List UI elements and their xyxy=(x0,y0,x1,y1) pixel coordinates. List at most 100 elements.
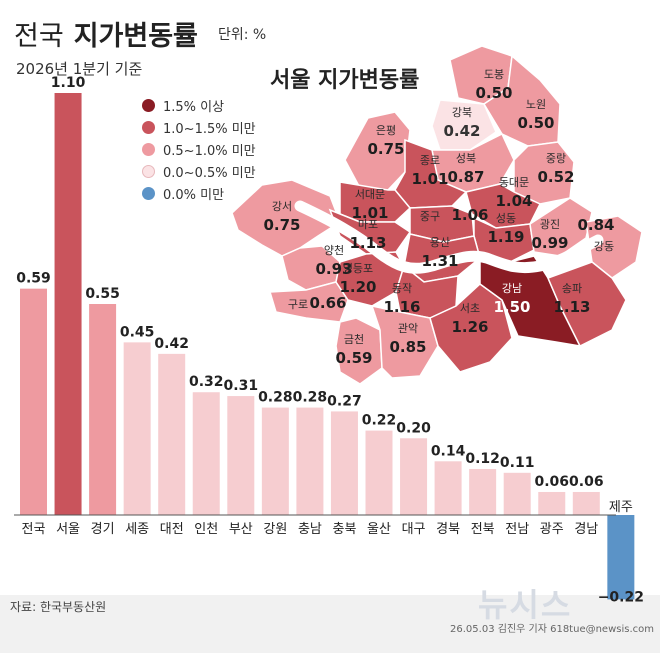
legend-swatch xyxy=(142,120,155,134)
category-label: 인천 xyxy=(194,522,218,537)
district-name: 동작 xyxy=(392,282,412,295)
category-label: 전북 xyxy=(471,522,495,537)
district-name: 구로 xyxy=(288,298,308,311)
page-title: 전국 지가변동률 xyxy=(14,14,198,53)
legend-item: 0.0~0.5% 미만 xyxy=(142,160,256,182)
category-label: 전남 xyxy=(505,522,529,537)
value-label: 1.10 xyxy=(51,75,86,91)
han-river xyxy=(294,200,604,274)
district-name: 서초 xyxy=(460,302,480,315)
district-value: 0.75 xyxy=(367,140,404,158)
district-shape-mapo xyxy=(328,208,412,255)
value-label: 0.32 xyxy=(189,374,224,390)
category-label: 경기 xyxy=(91,522,115,537)
district-name: 은평 xyxy=(376,124,396,137)
district-shape-guro xyxy=(269,281,349,323)
legend-label: 0.5~1.0% 미만 xyxy=(163,143,256,159)
seoul-map-title: 서울 지가변동률 xyxy=(270,68,420,93)
district-name: 서대문 xyxy=(355,188,385,201)
district-name: 양천 xyxy=(324,243,344,257)
bar xyxy=(572,491,600,515)
bar xyxy=(400,438,428,515)
district-value: 1.06 xyxy=(451,206,488,224)
category-label: 제주 xyxy=(609,500,633,515)
district-value: 1.13 xyxy=(553,298,590,316)
district-name: 노원 xyxy=(526,98,546,111)
legend-item: 0.0% 미만 xyxy=(142,182,256,204)
district-shape-gwanak xyxy=(370,304,439,379)
district-value: 1.26 xyxy=(451,318,488,336)
district-value: 1.31 xyxy=(421,252,458,270)
value-label: 0.27 xyxy=(327,393,362,409)
bar xyxy=(434,461,462,515)
value-label: 0.12 xyxy=(465,451,500,467)
district-value: 1.01 xyxy=(411,170,448,188)
bar xyxy=(54,93,82,515)
legend-label: 1.5% 이상 xyxy=(163,99,225,115)
legend-swatch xyxy=(142,142,155,156)
legend-item: 1.0~1.5% 미만 xyxy=(142,116,256,138)
value-label: 0.28 xyxy=(293,390,328,406)
subtitle: 2026년 1분기 기준 xyxy=(16,60,143,78)
source-note: 자료: 한국부동산원 xyxy=(10,600,107,614)
category-label: 경남 xyxy=(574,522,598,537)
footer-band xyxy=(0,595,660,653)
district-shape-geumcheon xyxy=(335,317,383,385)
bar xyxy=(20,288,47,515)
value-label: 0.55 xyxy=(85,286,120,302)
district-name: 관악 xyxy=(398,322,418,335)
district-name: 강북 xyxy=(452,106,472,119)
district-value: 1.04 xyxy=(495,192,532,210)
value-label: 0.22 xyxy=(362,413,397,429)
district-value: 0.87 xyxy=(447,168,484,186)
category-label: 세종 xyxy=(125,522,149,537)
category-label: 울산 xyxy=(367,522,391,537)
legend: 1.5% 이상 1.0~1.5% 미만 0.5~1.0% 미만 0.0~0.5%… xyxy=(142,94,256,204)
legend-item: 0.5~1.0% 미만 xyxy=(142,138,256,160)
map-shapes xyxy=(231,45,643,385)
district-value: 1.13 xyxy=(349,234,386,252)
district-name: 도봉 xyxy=(484,68,504,81)
bar xyxy=(330,411,358,515)
value-label: 0.59 xyxy=(16,271,51,287)
value-label: 0.06 xyxy=(534,474,569,490)
district-name: 용산 xyxy=(430,236,450,249)
legend-swatch xyxy=(142,186,155,200)
district-name: 강남 xyxy=(502,282,522,295)
category-label: 대전 xyxy=(160,522,184,537)
value-label: 0.14 xyxy=(431,443,466,459)
legend-label: 0.0% 미만 xyxy=(163,187,225,203)
district-name: 금천 xyxy=(344,332,364,346)
district-value: 0.66 xyxy=(309,294,346,312)
district-value: 0.42 xyxy=(443,122,480,140)
legend-swatch xyxy=(142,164,155,178)
district-value: 1.16 xyxy=(383,298,420,316)
district-shape-dongdaemun xyxy=(465,183,542,229)
bar xyxy=(296,407,324,515)
watermark: 뉴시스 xyxy=(478,586,573,624)
value-label: 0.31 xyxy=(224,378,259,394)
district-name: 송파 xyxy=(562,282,582,295)
value-label: −0.22 xyxy=(598,589,644,605)
legend-label: 0.0~0.5% 미만 xyxy=(163,165,256,181)
title-main: 지가변동률 xyxy=(73,21,198,52)
value-label: 0.20 xyxy=(396,420,431,436)
bar xyxy=(607,515,635,600)
category-label: 부산 xyxy=(229,522,253,537)
district-name: 동대문 xyxy=(499,176,529,189)
category-label: 경북 xyxy=(436,522,460,537)
district-value: 0.93 xyxy=(315,260,352,278)
value-label: 0.45 xyxy=(120,324,155,340)
bar xyxy=(261,407,289,515)
bar xyxy=(123,342,151,515)
district-value: 0.85 xyxy=(389,338,426,356)
district-shape-gwangjin xyxy=(529,197,593,257)
district-value: 1.20 xyxy=(339,278,376,296)
district-value: 1.01 xyxy=(351,204,388,222)
category-label: 충북 xyxy=(332,522,356,537)
district-value: 1.50 xyxy=(493,298,530,316)
district-value: 0.50 xyxy=(475,84,512,102)
bar xyxy=(365,430,393,515)
